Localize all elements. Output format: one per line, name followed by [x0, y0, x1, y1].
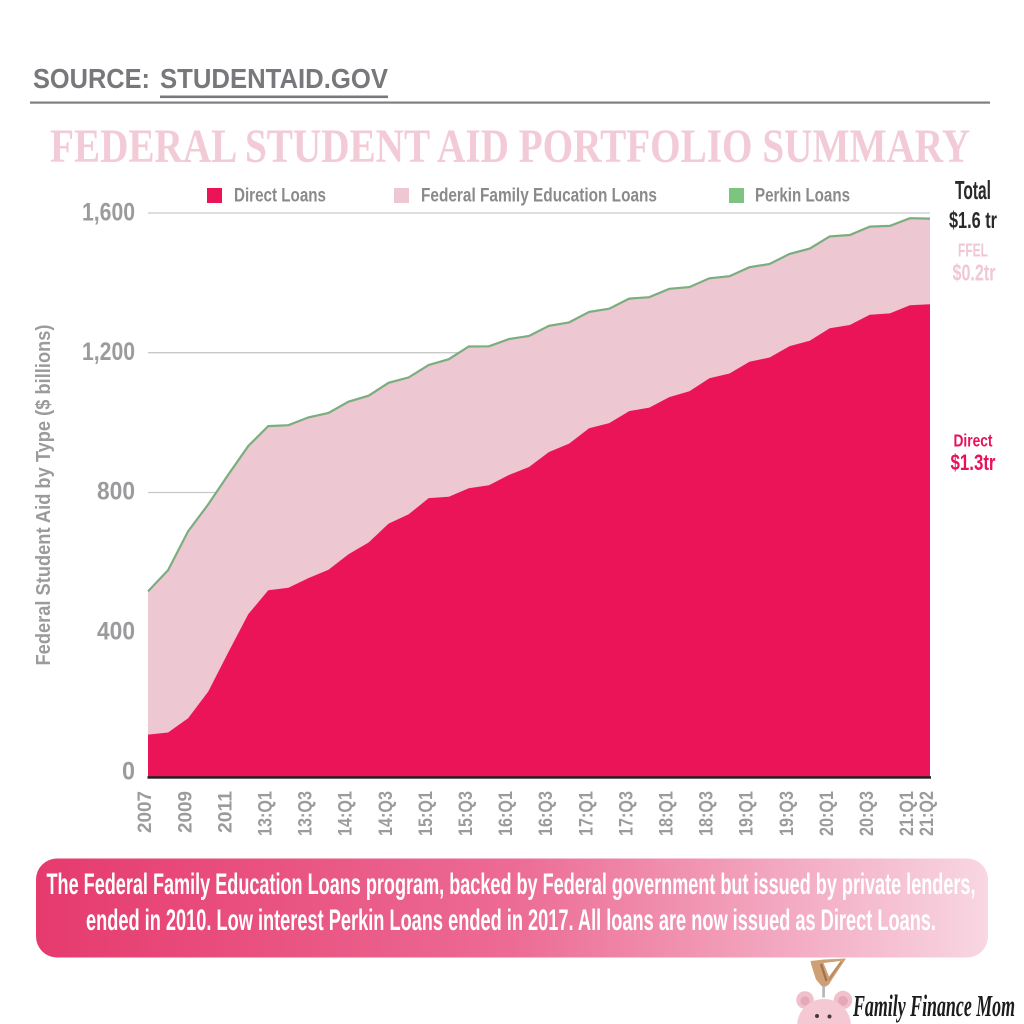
- svg-text:21:Q1: 21:Q1: [896, 791, 918, 836]
- svg-text:16:Q3: 16:Q3: [535, 791, 557, 836]
- svg-text:17:Q3: 17:Q3: [615, 791, 637, 836]
- svg-text:400: 400: [97, 618, 135, 646]
- svg-text:Federal Student Aid by Type ($: Federal Student Aid by Type ($ billions): [33, 325, 55, 666]
- svg-text:Family Finance Mom: Family Finance Mom: [852, 988, 1015, 1023]
- svg-text:1,600: 1,600: [82, 199, 135, 227]
- svg-text:17:Q1: 17:Q1: [575, 791, 597, 836]
- svg-text:$1.3tr: $1.3tr: [951, 450, 996, 475]
- svg-text:20:Q1: 20:Q1: [816, 791, 838, 836]
- svg-text:$0.2tr: $0.2tr: [953, 260, 996, 286]
- svg-text:$1.6 tr: $1.6 tr: [949, 207, 997, 233]
- svg-text:16:Q1: 16:Q1: [495, 791, 517, 836]
- svg-text:14:Q1: 14:Q1: [335, 791, 357, 836]
- svg-text:19:Q3: 19:Q3: [776, 791, 798, 836]
- svg-text:20:Q3: 20:Q3: [856, 791, 878, 836]
- svg-text:FEDERAL STUDENT AID PORTFOLIO: FEDERAL STUDENT AID PORTFOLIO SUMMARY: [50, 120, 970, 173]
- svg-text:Perkin Loans: Perkin Loans: [755, 185, 850, 207]
- svg-text:2011: 2011: [214, 791, 236, 833]
- svg-text:18:Q3: 18:Q3: [696, 791, 718, 836]
- svg-text:13:Q3: 13:Q3: [295, 791, 317, 836]
- svg-text:ended in 2010. Low interest Pe: ended in 2010. Low interest Perkin Loans…: [86, 904, 936, 937]
- svg-text:SOURCE:: SOURCE:: [33, 63, 150, 94]
- svg-text:The Federal Family Education L: The Federal Family Education Loans progr…: [47, 868, 976, 901]
- svg-text:Direct Loans: Direct Loans: [234, 185, 326, 207]
- svg-text:2007: 2007: [134, 791, 156, 833]
- svg-text:14:Q3: 14:Q3: [375, 791, 397, 836]
- svg-text:Federal Family Education Loans: Federal Family Education Loans: [421, 185, 657, 207]
- svg-text:21:Q2: 21:Q2: [916, 791, 938, 836]
- svg-text:1,200: 1,200: [82, 338, 135, 366]
- svg-text:18:Q1: 18:Q1: [656, 791, 678, 836]
- svg-text:19:Q1: 19:Q1: [736, 791, 758, 836]
- svg-text:0: 0: [122, 758, 135, 786]
- svg-text:STUDENTAID.GOV: STUDENTAID.GOV: [160, 63, 388, 94]
- svg-text:Total: Total: [955, 175, 991, 205]
- svg-text:Direct: Direct: [954, 431, 993, 451]
- svg-text:2009: 2009: [174, 791, 196, 833]
- svg-text:FFEL: FFEL: [958, 241, 988, 261]
- svg-text:800: 800: [97, 478, 135, 506]
- svg-text:13:Q1: 13:Q1: [255, 791, 277, 836]
- svg-text:15:Q1: 15:Q1: [415, 791, 437, 836]
- svg-text:15:Q3: 15:Q3: [455, 791, 477, 836]
